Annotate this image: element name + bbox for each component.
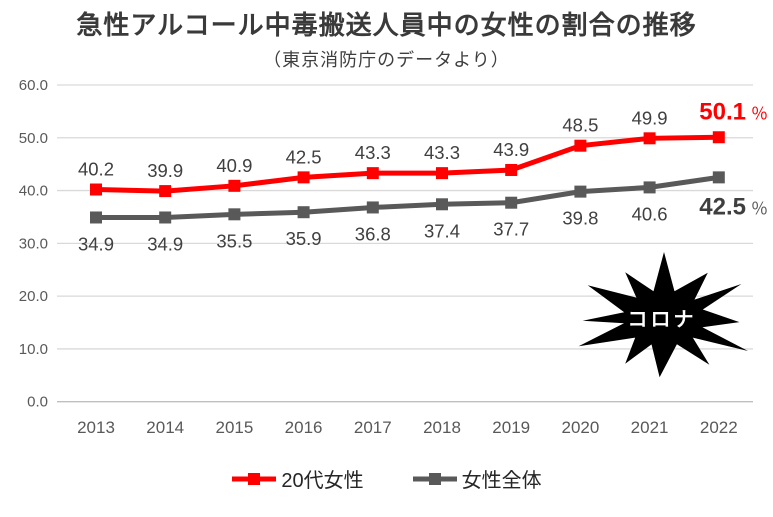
svg-text:43.3: 43.3	[355, 142, 391, 163]
svg-text:37.4: 37.4	[424, 220, 460, 241]
svg-text:43.9: 43.9	[493, 139, 529, 160]
svg-text:50.1％: 50.1 ％	[699, 98, 768, 125]
svg-text:2018: 2018	[423, 418, 461, 437]
svg-text:42.5％: 42.5 ％	[699, 193, 768, 220]
svg-text:40.2: 40.2	[78, 159, 114, 180]
data-series	[90, 131, 725, 224]
svg-text:40.6: 40.6	[632, 203, 668, 224]
svg-text:2021: 2021	[631, 418, 669, 437]
legend-item-all-women: 女性全体	[412, 464, 542, 493]
chart-legend: 20代女性 女性全体	[0, 464, 773, 493]
y-axis-tick-labels: 0.0 10.0 20.0 30.0 40.0 50.0 60.0	[19, 77, 48, 411]
svg-text:40.9: 40.9	[216, 155, 252, 176]
starburst-label: コロナ	[628, 309, 697, 331]
chart-subtitle: （東京消防庁のデータより）	[263, 50, 510, 70]
svg-text:50.0: 50.0	[19, 130, 48, 147]
legend-label: 女性全体	[461, 470, 542, 492]
svg-text:60.0: 60.0	[19, 77, 48, 94]
svg-text:2019: 2019	[492, 418, 530, 437]
svg-text:39.8: 39.8	[562, 208, 598, 229]
svg-text:36.8: 36.8	[355, 223, 391, 244]
svg-text:10.0: 10.0	[19, 341, 48, 358]
svg-text:0.0: 0.0	[27, 394, 48, 411]
svg-text:20.0: 20.0	[19, 288, 48, 305]
legend-line-marker-icon	[232, 472, 277, 485]
svg-text:40.0: 40.0	[19, 183, 48, 200]
svg-text:35.9: 35.9	[286, 228, 322, 249]
data-labels: 40.2 39.9 40.9 42.5 43.3 43.3 43.9 48.5 49.9 34.9…	[78, 107, 668, 254]
starburst-shape	[578, 252, 748, 378]
svg-text:48.5: 48.5	[562, 115, 598, 136]
svg-text:2013: 2013	[77, 418, 115, 437]
svg-text:39.9: 39.9	[147, 160, 183, 181]
legend-label: 20代女性	[281, 470, 364, 492]
svg-text:43.3: 43.3	[424, 142, 460, 163]
svg-text:2022: 2022	[700, 418, 738, 437]
svg-text:30.0: 30.0	[19, 235, 48, 252]
svg-text:42.5: 42.5	[286, 146, 322, 167]
legend-line-marker-icon	[412, 472, 457, 485]
svg-text:2016: 2016	[285, 418, 323, 437]
corona-starburst-annotation: コロナ	[578, 252, 748, 378]
svg-text:2015: 2015	[215, 418, 253, 437]
svg-text:2014: 2014	[146, 418, 184, 437]
svg-text:35.5: 35.5	[216, 230, 252, 251]
svg-text:37.7: 37.7	[493, 219, 529, 240]
final-value-labels: 50.1 ％ 42.5 ％	[699, 98, 768, 220]
svg-text:2017: 2017	[354, 418, 392, 437]
chart-title: 急性アルコール中毒搬送人員中の女性の割合の推移	[76, 10, 697, 40]
svg-text:34.9: 34.9	[147, 233, 183, 254]
x-axis-tick-labels: 2013 2014 2015 2016 2017 2018 2019 2020 2021 2022	[77, 418, 738, 437]
svg-text:49.9: 49.9	[632, 107, 668, 128]
svg-text:2020: 2020	[561, 418, 599, 437]
legend-item-20s-women: 20代女性	[231, 464, 364, 493]
svg-text:34.9: 34.9	[78, 233, 114, 254]
